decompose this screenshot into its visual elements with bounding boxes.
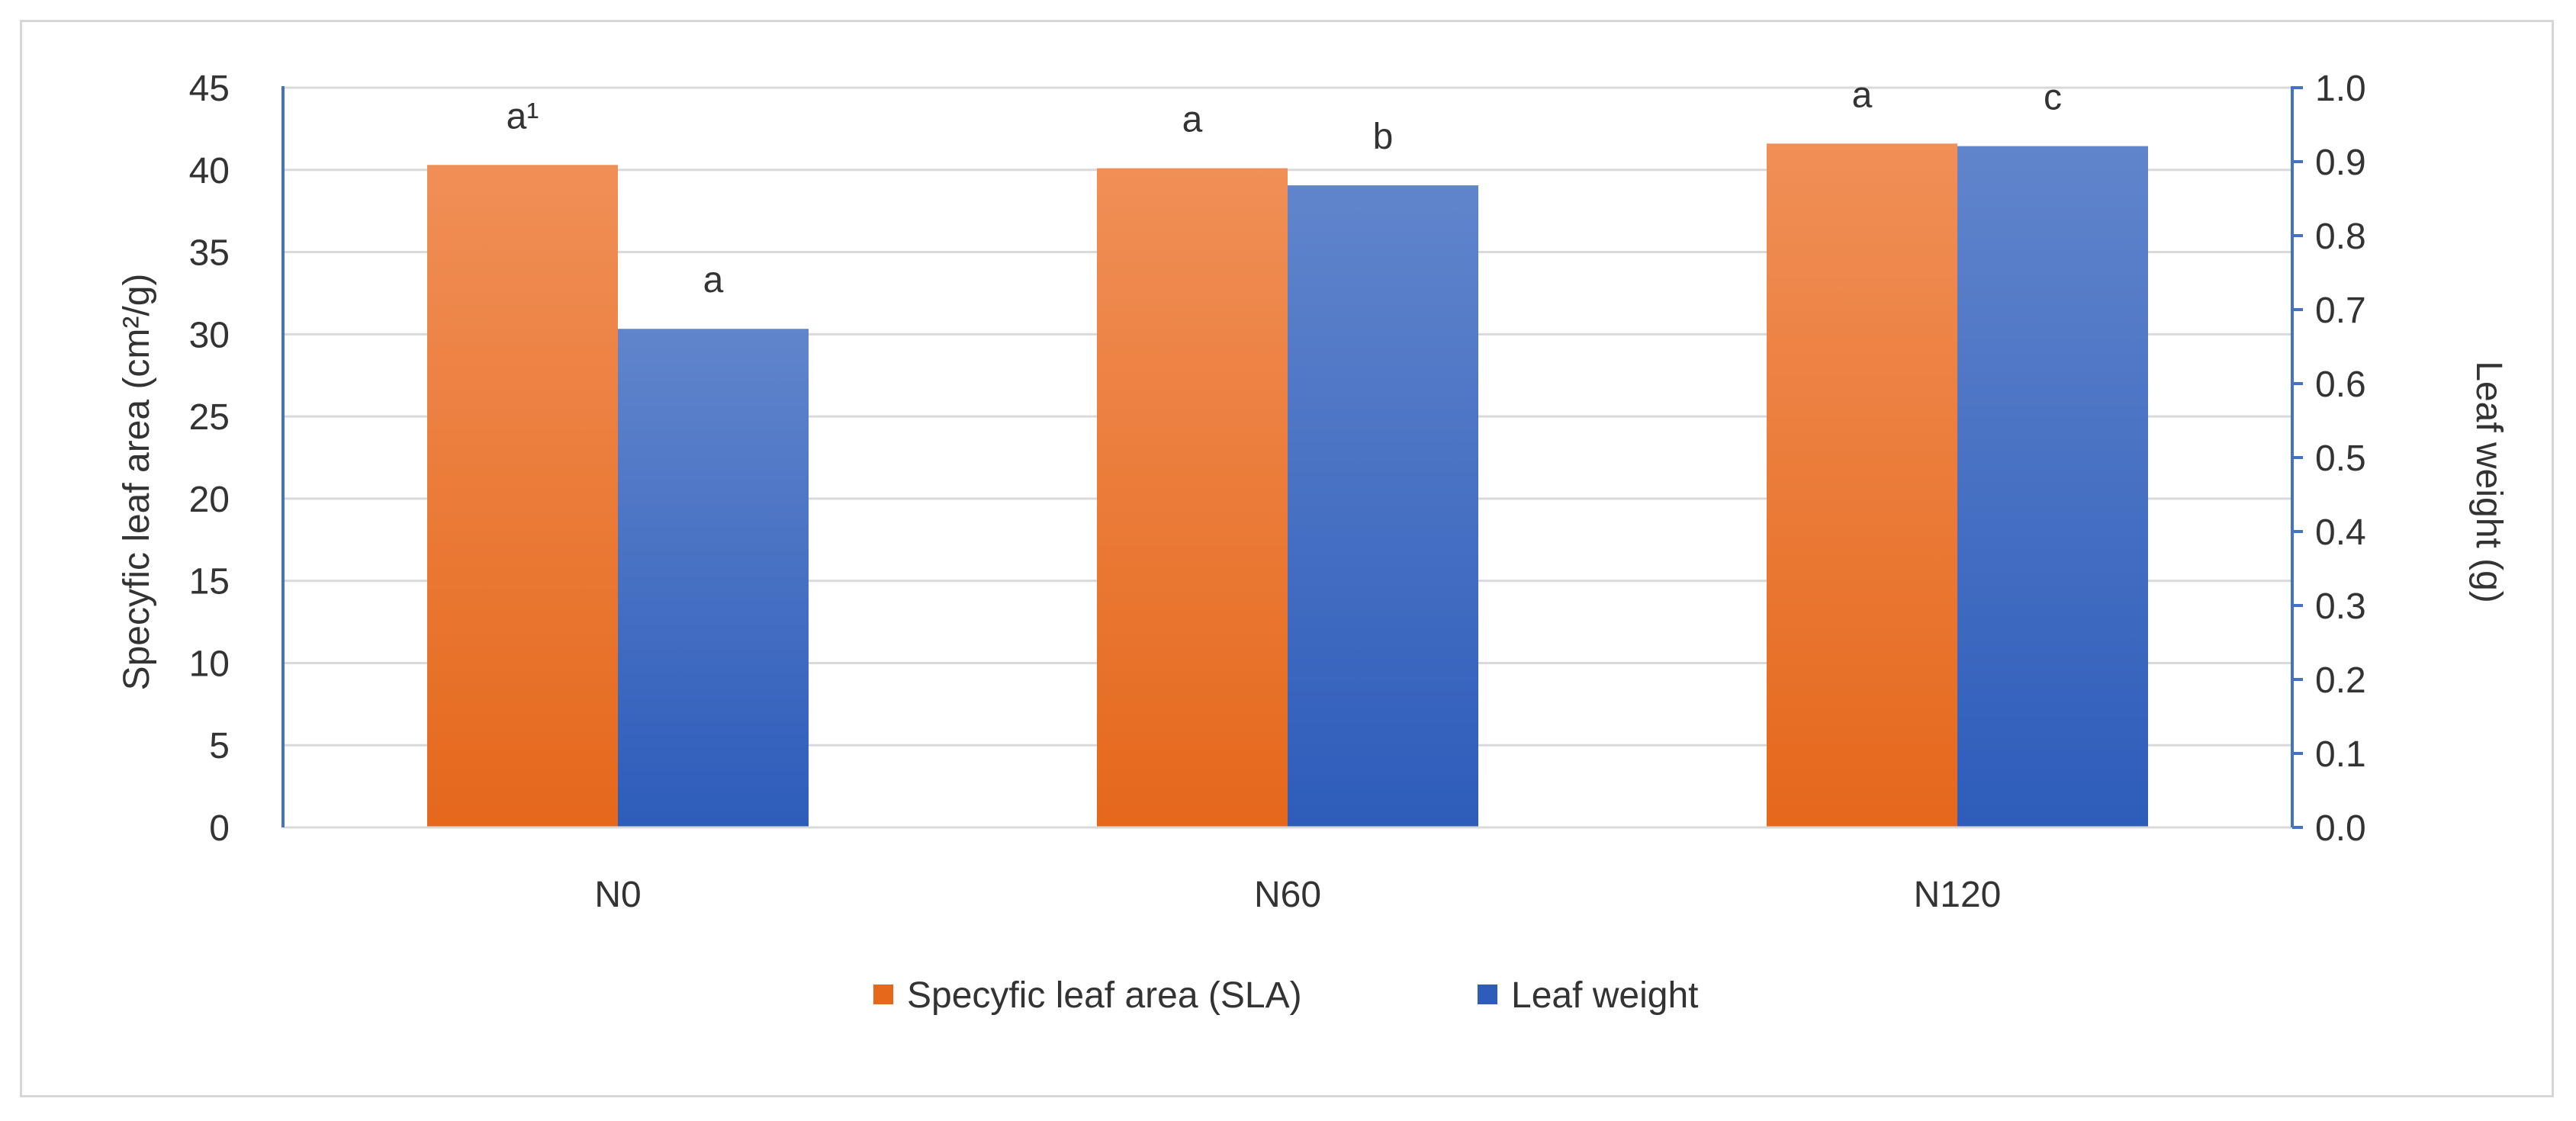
legend: Specyfic leaf area (SLA) Leaf weight: [873, 975, 1699, 1016]
chart-canvas: 0 5 10 15 20 25 30 35 40 45 0.0 0.1 0.2 0.3 0.4 0.5 0.6 0…: [117, 69, 2509, 1016]
y-left-tick-label: 10: [189, 644, 230, 684]
y-left-tick-label: 20: [189, 480, 230, 520]
bars: [427, 143, 2148, 828]
y-left-tick-label: 45: [189, 69, 230, 109]
bar-specyfic-leaf-area-sla--n60: [1097, 168, 1288, 828]
y-right-tick-label: 0.8: [2315, 217, 2366, 257]
legend-label: Specyfic leaf area (SLA): [907, 975, 1302, 1016]
y-right-tick-label: 0.2: [2315, 660, 2366, 701]
tick-labels: 0 5 10 15 20 25 30 35 40 45 0.0 0.1 0.2 0.3 0.4 0.5 0.6 0…: [189, 69, 2366, 915]
axes: [281, 86, 2303, 829]
y-left-tick-label: 35: [189, 233, 230, 274]
y-left-tick-label: 5: [209, 726, 230, 766]
y-right-tick-label: 0.9: [2315, 143, 2366, 183]
y-right-tick-label: 0.7: [2315, 291, 2366, 331]
significance-label: a: [1852, 75, 1873, 115]
x-tick-label: N60: [1254, 875, 1321, 915]
legend-label: Leaf weight: [1511, 975, 1699, 1016]
y-left-tick-label: 30: [189, 315, 230, 355]
y-axis-right-title: Leaf weight (g): [2468, 361, 2509, 603]
legend-swatch-sla: [873, 984, 893, 1004]
y-left-tick-label: 0: [209, 808, 230, 849]
x-tick-label: N0: [594, 875, 641, 915]
y-right-tick-label: 0.6: [2315, 365, 2366, 405]
x-tick-label: N120: [1914, 875, 2002, 915]
y-left-tick-label: 40: [189, 151, 230, 191]
legend-swatch-leaf-weight: [1478, 984, 1497, 1004]
y-right-tick-label: 0.5: [2315, 438, 2366, 479]
y-axis-left-title: Specyfic leaf area (cm²/g): [117, 274, 157, 691]
y-right-tick-label: 0.4: [2315, 512, 2366, 553]
bar-specyfic-leaf-area-sla--n120: [1767, 143, 1957, 828]
significance-label: a: [703, 260, 724, 300]
bar-leaf-weight-n120: [1957, 146, 2148, 827]
chart-frame: 0 5 10 15 20 25 30 35 40 45 0.0 0.1 0.2 0.3 0.4 0.5 0.6 0…: [20, 20, 2554, 1097]
bar-leaf-weight-n0: [618, 329, 809, 828]
y-right-tick-label: 0.0: [2315, 808, 2366, 849]
y-right-tick-label: 0.1: [2315, 734, 2366, 775]
y-left-tick-label: 15: [189, 562, 230, 602]
significance-label: a¹: [507, 96, 539, 137]
significance-label: a: [1182, 100, 1203, 140]
bar-specyfic-leaf-area-sla--n0: [427, 165, 618, 828]
significance-label: c: [2044, 78, 2062, 118]
bar-leaf-weight-n60: [1288, 185, 1478, 828]
y-right-tick-label: 1.0: [2315, 69, 2366, 109]
y-right-tick-label: 0.3: [2315, 586, 2366, 627]
significance-label: b: [1373, 117, 1394, 157]
y-left-tick-label: 25: [189, 397, 230, 438]
